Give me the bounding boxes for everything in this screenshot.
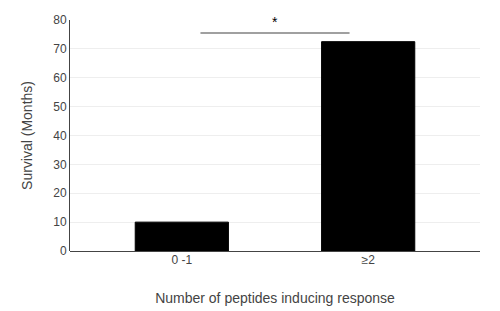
svg-text:Number of peptides inducing re: Number of peptides inducing response: [155, 290, 395, 306]
svg-text:80: 80: [53, 13, 67, 27]
svg-text:0 -1: 0 -1: [171, 253, 192, 267]
svg-text:50: 50: [53, 100, 67, 114]
svg-text:30: 30: [53, 158, 67, 172]
svg-text:60: 60: [53, 71, 67, 85]
svg-text:10: 10: [53, 215, 67, 229]
svg-text:≥2: ≥2: [362, 253, 376, 267]
svg-text:Survival (Months): Survival (Months): [19, 81, 35, 190]
svg-text:0: 0: [60, 244, 67, 258]
svg-text:70: 70: [53, 42, 67, 56]
svg-text:40: 40: [53, 129, 67, 143]
svg-text:*: *: [272, 14, 278, 30]
svg-text:20: 20: [53, 186, 67, 200]
